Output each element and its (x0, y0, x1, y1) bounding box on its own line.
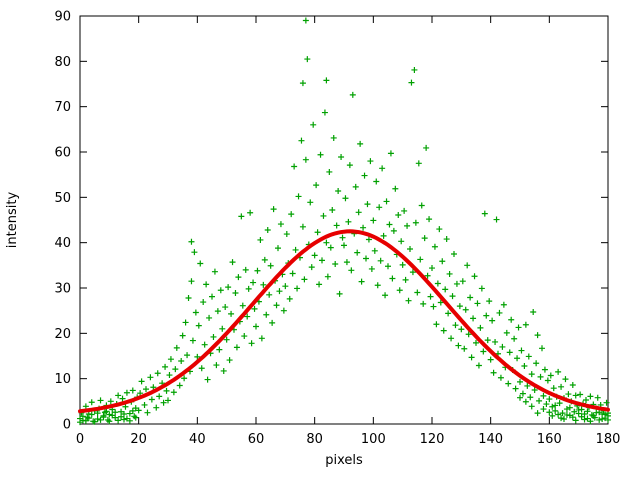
x-tick-label: 120 (420, 432, 445, 447)
x-axis-label: pixels (325, 453, 363, 468)
x-tick-label: 160 (537, 432, 562, 447)
y-tick-label: 50 (54, 191, 71, 206)
x-tick-label: 100 (361, 432, 386, 447)
x-tick-label: 140 (478, 432, 503, 447)
y-tick-label: 70 (54, 100, 71, 115)
y-tick-label: 40 (54, 236, 71, 251)
y-tick-label: 80 (54, 55, 71, 70)
y-tick-label: 30 (54, 282, 71, 297)
plot-border (79, 15, 609, 425)
y-tick-label: 60 (54, 146, 71, 161)
y-tick-label: 0 (63, 418, 71, 433)
scatter-series (77, 17, 611, 426)
fit-curve (78, 229, 610, 414)
x-tick-label: 80 (306, 432, 323, 447)
y-tick-label: 90 (54, 10, 71, 25)
scatter-point-markers (77, 17, 611, 426)
y-tick-label: 20 (54, 327, 71, 342)
x-tick-label: 60 (248, 432, 265, 447)
axis-labels: pixels intensity (5, 192, 363, 468)
axes: 0 20 40 60 80 100 120 140 160 180 0 10 20 30 40 50 60 70 8… (54, 10, 620, 448)
x-tick-label: 0 (76, 432, 84, 447)
fit-curve-series (78, 229, 610, 414)
y-tick-label: 10 (54, 372, 71, 387)
y-axis-label: intensity (5, 192, 20, 249)
x-tick-label: 180 (596, 432, 621, 447)
x-tick-label: 40 (189, 432, 206, 447)
x-tick-label: 20 (130, 432, 147, 447)
